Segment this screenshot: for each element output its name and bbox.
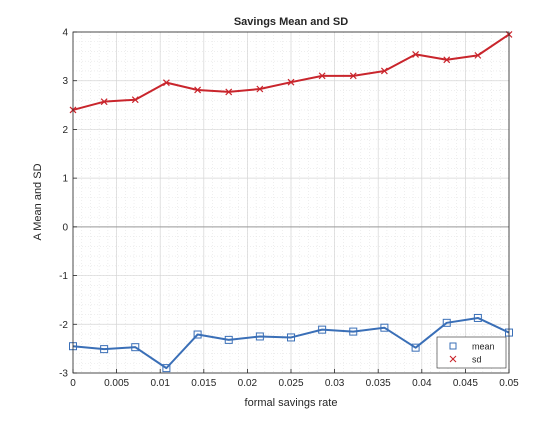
y-tick-label: 3 — [62, 76, 68, 87]
data-point-sd — [412, 50, 420, 58]
y-tick-label: -1 — [59, 271, 68, 282]
x-axis-label: formal savings rate — [245, 397, 338, 409]
legend-marker-sd — [449, 355, 457, 363]
data-point-sd — [256, 85, 264, 93]
series-line-mean — [72, 316, 510, 370]
data-point-sd — [100, 98, 108, 106]
x-tick-label: 0.005 — [104, 378, 129, 389]
data-point-mean — [473, 313, 482, 322]
x-tick-label: 0.05 — [499, 378, 519, 389]
data-point-sd — [162, 79, 170, 87]
x-tick-label: 0.025 — [278, 378, 303, 389]
x-tick-label: 0.015 — [191, 378, 216, 389]
x-tick-label: 0.04 — [412, 378, 432, 389]
legend-label-mean: mean — [472, 342, 495, 352]
data-point-mean — [131, 343, 140, 352]
x-tick-label: 0.01 — [150, 378, 170, 389]
legend-marker-mean — [449, 342, 457, 350]
y-axis-ticks: -3 -2 -1 0 1 2 3 4 — [59, 28, 77, 380]
data-point-sd — [474, 51, 482, 59]
data-point-mean — [349, 327, 358, 336]
x-tick-label: 0.03 — [325, 378, 345, 389]
y-tick-label: 4 — [62, 28, 68, 39]
data-point-mean — [100, 345, 109, 354]
x-tick-label: 0.045 — [453, 378, 478, 389]
y-tick-label: 0 — [62, 222, 68, 233]
y-tick-label: 1 — [62, 174, 68, 185]
data-point-mean — [162, 364, 171, 373]
data-point-sd — [380, 67, 388, 75]
y-tick-label: -3 — [59, 369, 68, 380]
chart-title: Savings Mean and SD — [234, 16, 348, 28]
data-point-mean — [193, 330, 202, 339]
y-tick-label: 2 — [62, 125, 68, 136]
legend-label-sd: sd — [472, 355, 482, 365]
data-point-sd — [318, 72, 326, 80]
data-point-sd — [287, 78, 295, 86]
data-point-sd — [225, 88, 233, 96]
x-tick-label: 0 — [70, 378, 76, 389]
x-tick-label: 0.02 — [238, 378, 258, 389]
data-point-mean — [255, 332, 264, 341]
data-point-sd — [131, 96, 139, 104]
data-point-mean — [318, 325, 327, 334]
data-point-sd — [443, 56, 451, 64]
y-tick-label: -2 — [59, 320, 68, 331]
data-point-mean — [442, 318, 451, 327]
data-point-mean — [380, 323, 389, 332]
x-axis-ticks: 0 0.005 0.01 0.015 0.02 0.025 0.03 0.035 0.04 0.0… — [70, 369, 519, 389]
data-point-sd — [194, 86, 202, 94]
data-point-sd — [349, 72, 357, 80]
legend: mean sd — [436, 336, 507, 369]
data-point-mean — [411, 343, 420, 352]
x-tick-label: 0.035 — [366, 378, 391, 389]
data-point-mean — [287, 333, 295, 342]
legend-box — [436, 336, 507, 369]
data-point-mean — [224, 335, 233, 344]
y-axis-label: A Mean and SD — [32, 163, 44, 240]
series-layer — [69, 31, 513, 373]
